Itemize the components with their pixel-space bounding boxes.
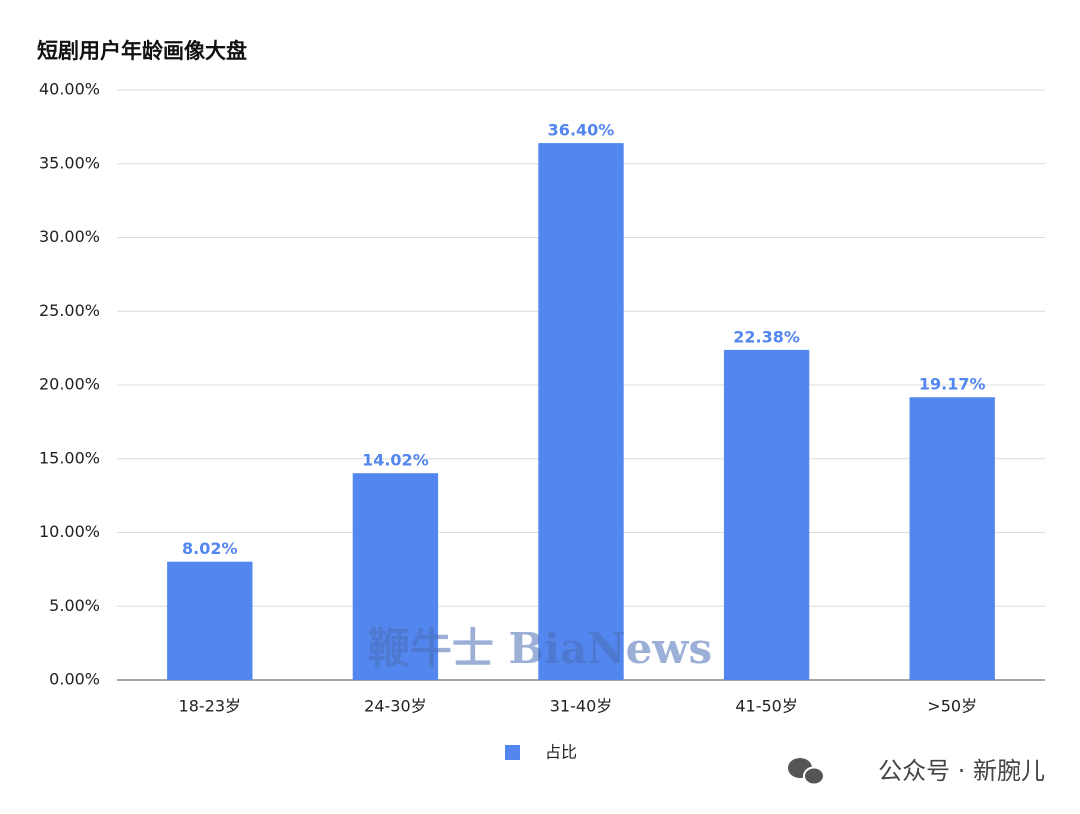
legend-label: 占比 — [545, 743, 577, 762]
y-tick-label: 30.00% — [39, 227, 100, 246]
data-label: 14.02% — [362, 451, 429, 470]
y-tick-label: 5.00% — [49, 596, 100, 615]
wechat-icon — [788, 758, 825, 786]
x-tick-label: >50岁 — [927, 697, 977, 716]
data-label: 19.17% — [919, 375, 986, 394]
y-tick-label: 20.00% — [39, 375, 100, 394]
y-tick-label: 35.00% — [39, 153, 100, 172]
x-tick-label: 41-50岁 — [735, 697, 798, 716]
y-tick-label: 40.00% — [39, 80, 100, 99]
data-label: 36.40% — [548, 121, 615, 140]
x-tick-label: 18-23岁 — [179, 697, 242, 716]
bar — [352, 473, 439, 680]
x-tick-label: 31-40岁 — [550, 697, 613, 716]
bar — [909, 397, 995, 680]
y-tick-label: 0.00% — [49, 670, 100, 689]
bar — [723, 349, 810, 680]
y-tick-label: 15.00% — [39, 448, 100, 467]
data-label: 22.38% — [733, 327, 800, 346]
y-tick-label: 10.00% — [39, 522, 100, 541]
data-label: 8.02% — [182, 539, 238, 558]
chart-title: 短剧用户年龄画像大盘 — [37, 39, 247, 63]
source-note: 公众号 · 新腕儿 — [878, 757, 1045, 785]
watermark: 鞭牛士 BiaNews — [368, 624, 712, 673]
legend-swatch — [505, 745, 520, 760]
bar — [167, 561, 253, 680]
x-tick-label: 24-30岁 — [364, 697, 427, 716]
bar — [538, 143, 624, 681]
y-tick-label: 25.00% — [39, 301, 100, 320]
